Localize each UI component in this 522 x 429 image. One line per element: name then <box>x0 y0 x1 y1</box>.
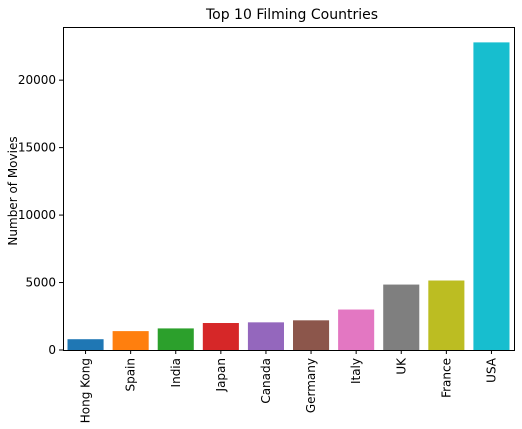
x-tick-label: Italy <box>349 358 363 384</box>
bar-canada <box>248 322 284 350</box>
bar-spain <box>113 331 149 350</box>
y-tick-label: 20000 <box>18 73 56 87</box>
x-tick-label: Japan <box>214 358 228 392</box>
y-tick-label: 10000 <box>18 208 56 222</box>
bar-italy <box>338 310 374 350</box>
x-tick-label: UK <box>394 357 408 375</box>
bars-group <box>68 42 510 350</box>
y-tick-label: 5000 <box>25 276 56 290</box>
chart-title: Top 10 Filming Countries <box>205 7 378 23</box>
x-axis-ticks: Hong Kong Spain India Japan Canada Germany Ita… <box>79 350 499 423</box>
x-tick-label: Canada <box>259 358 273 404</box>
x-tick-label: Spain <box>124 358 138 392</box>
bar-germany <box>293 320 329 350</box>
bar-usa <box>473 42 509 350</box>
bar-japan <box>203 323 239 350</box>
x-tick-label: USA <box>484 357 498 383</box>
bar-india <box>158 328 194 350</box>
x-tick-label: Germany <box>304 358 318 413</box>
bar-uk <box>383 285 419 350</box>
x-tick-label: Hong Kong <box>79 358 93 423</box>
bar-france <box>428 281 464 350</box>
x-tick-label: India <box>169 358 183 387</box>
x-tick-label: France <box>439 358 453 398</box>
y-tick-label: 0 <box>48 343 56 357</box>
bar-hong-kong <box>68 339 104 350</box>
y-tick-label: 15000 <box>18 141 56 155</box>
y-axis-ticks: 0 5000 10000 15000 20000 <box>18 73 63 357</box>
